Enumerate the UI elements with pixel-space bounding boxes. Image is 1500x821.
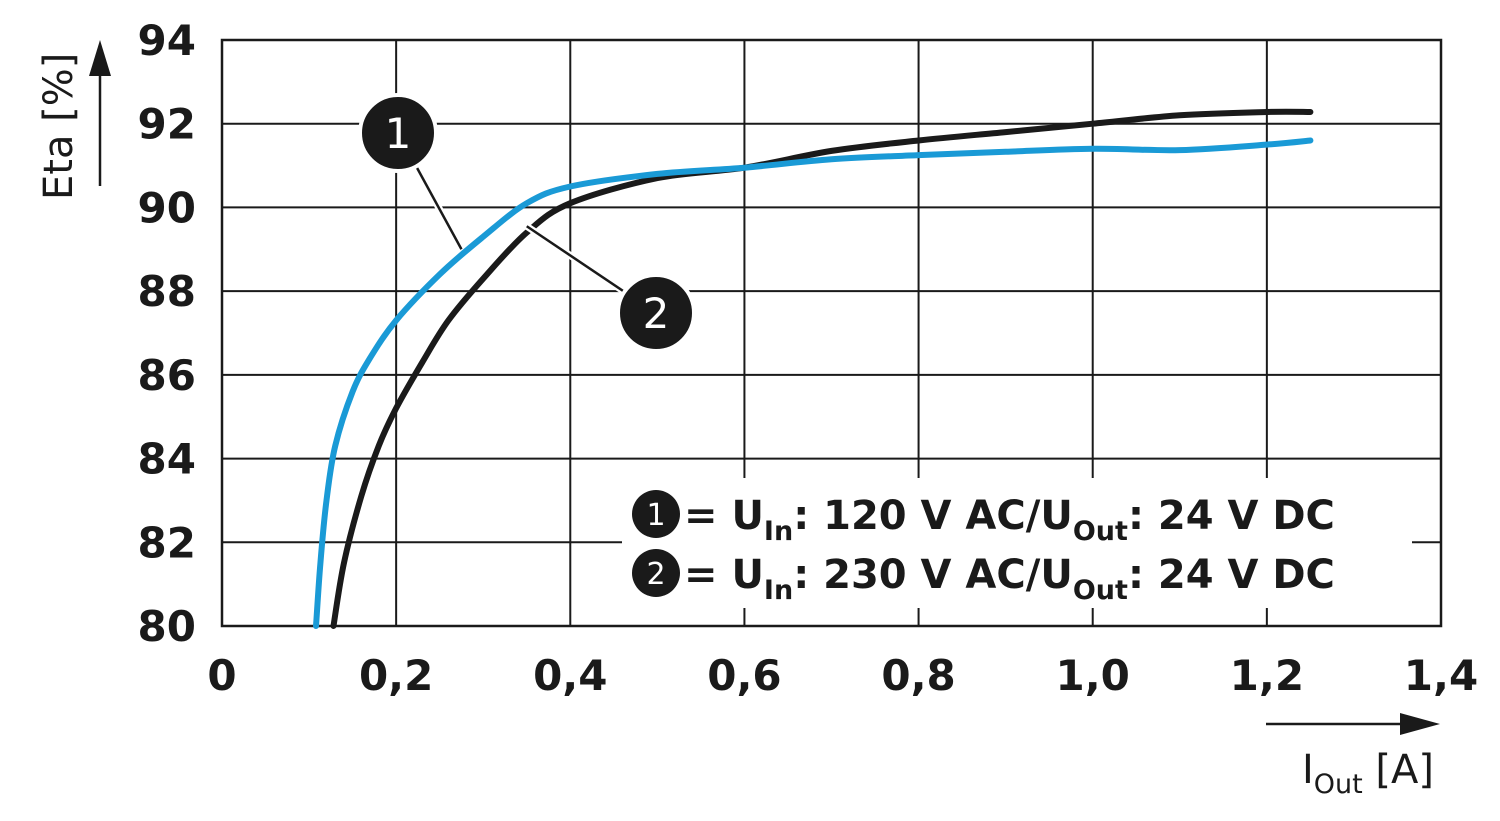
legend-subscript: Out <box>1073 516 1128 547</box>
legend-item-2: 2 = UIn: 230 V AC/UOut: 24 V DC <box>632 549 1335 606</box>
legend-segment: : 24 V DC <box>1128 493 1335 539</box>
legend-subscript: Out <box>1073 575 1128 606</box>
legend-segment: : 120 V AC/U <box>793 493 1073 539</box>
x-tick-label: 0,2 <box>359 651 433 700</box>
callout-circle-2 <box>616 273 696 353</box>
y-axis-arrow-head <box>89 40 111 76</box>
callouts: 12 <box>358 93 696 353</box>
x-tick-label: 1,2 <box>1230 651 1304 700</box>
x-axis-segment: [A] <box>1363 747 1434 793</box>
callout-circle-1 <box>358 93 438 173</box>
legend-background <box>622 478 1412 608</box>
series-line-2 <box>330 108 1314 629</box>
legend-subscript: In <box>764 575 793 606</box>
y-tick-label: 80 <box>138 602 196 651</box>
x-tick-label: 0,8 <box>881 651 955 700</box>
callout-2: 2 <box>524 223 696 353</box>
x-axis-subscript: Out <box>1314 769 1363 800</box>
legend-marker-1 <box>632 490 680 538</box>
y-axis-title: Eta [%] <box>36 53 82 200</box>
callout-label-1: 1 <box>385 109 412 158</box>
legend-segment: : 230 V AC/U <box>793 552 1073 598</box>
legend: 1 = UIn: 120 V AC/UOut: 24 V DC2 = UIn: … <box>622 478 1412 608</box>
x-tick-label: 1,0 <box>1056 651 1130 700</box>
legend-text-2: = UIn: 230 V AC/UOut: 24 V DC <box>684 552 1335 606</box>
series-lines <box>313 108 1314 629</box>
legend-text-1: = UIn: 120 V AC/UOut: 24 V DC <box>684 493 1335 547</box>
series-line-1 <box>313 137 1314 629</box>
legend-segment: : 24 V DC <box>1128 552 1335 598</box>
legend-segment: = U <box>684 493 764 539</box>
legend-marker-label-2: 2 <box>646 557 665 592</box>
x-tick-label: 1,4 <box>1404 651 1478 700</box>
legend-segment: = U <box>684 552 764 598</box>
legend-item-1: 1 = UIn: 120 V AC/UOut: 24 V DC <box>632 490 1335 547</box>
y-tick-label: 94 <box>138 16 196 65</box>
y-tick-label: 90 <box>138 183 196 232</box>
legend-marker-2 <box>632 549 680 597</box>
y-tick-label: 88 <box>138 267 196 316</box>
y-tick-label: 82 <box>138 518 196 567</box>
y-tick-label: 84 <box>138 435 196 484</box>
legend-subscript: In <box>764 516 793 547</box>
x-axis-title: IOut [A] <box>1302 747 1434 800</box>
callout-label-2: 2 <box>643 289 670 338</box>
x-axis-segment: I <box>1302 747 1314 793</box>
callout-1: 1 <box>358 93 465 251</box>
y-tick-label: 86 <box>138 351 196 400</box>
y-tick-label: 92 <box>138 100 196 149</box>
x-tick-label: 0 <box>207 651 236 700</box>
x-tick-label: 0,4 <box>533 651 607 700</box>
plot-frame <box>220 38 1443 628</box>
x-axis-arrow-head <box>1400 713 1440 735</box>
x-tick-label: 0,6 <box>707 651 781 700</box>
axes: 0 0,2 0,4 0,6 0,8 1,0 1,2 1,4 80 82 84 86 88 90 92 94 Et… <box>36 16 1478 800</box>
legend-marker-label-1: 1 <box>646 498 665 533</box>
